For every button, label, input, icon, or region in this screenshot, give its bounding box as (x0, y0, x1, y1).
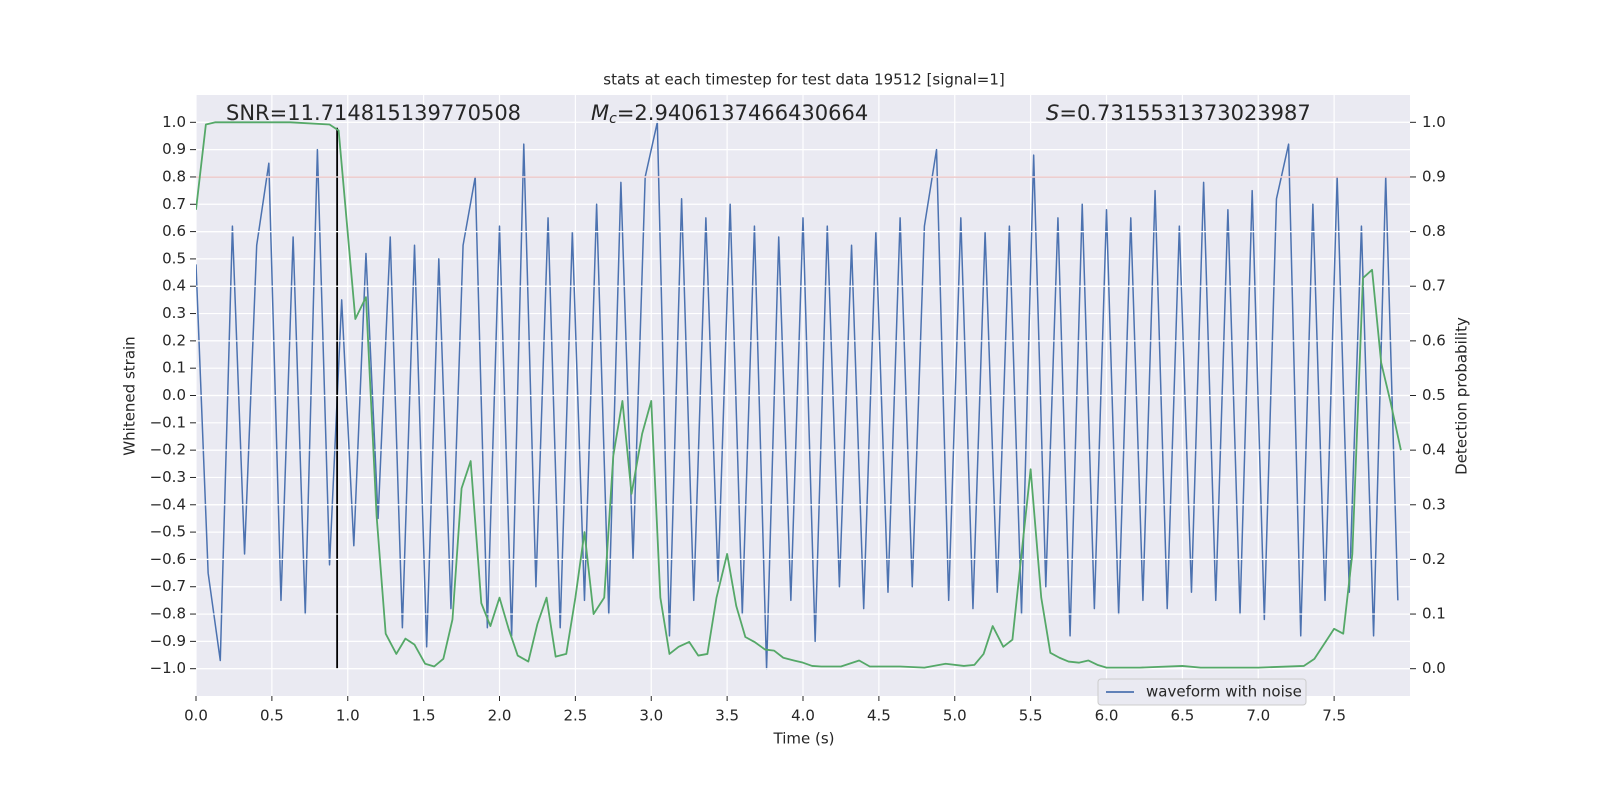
x-tick-label: 2.5 (563, 707, 587, 725)
y2-tick-label: 0.0 (1422, 659, 1446, 677)
x-tick-label: 6.0 (1095, 707, 1119, 725)
x-tick-label: 7.0 (1246, 707, 1270, 725)
x-tick-label: 5.0 (943, 707, 967, 725)
annotation: S=0.7315531373023987 (1046, 101, 1311, 125)
annotation-text: =2.9406137466430664 (617, 101, 868, 125)
y-tick-label: −0.6 (150, 550, 186, 568)
axes: 0.0 0.5 1.0 1.5 2.0 2.5 3.0 3.5 4.0 4.5 5.0 5.5 6.0 6… (150, 101, 1446, 725)
y-tick-label: 0.6 (162, 222, 186, 240)
y-tick-label: −1.0 (150, 659, 186, 677)
y2-tick-label: 0.8 (1422, 222, 1446, 240)
y-tick-label: −0.5 (150, 523, 186, 541)
y2-tick-label: 0.6 (1422, 331, 1446, 349)
annotation-symbol: M (591, 101, 609, 125)
y2-tick-label: 0.9 (1422, 167, 1446, 185)
annotation: SNR=11.714815139770508 (226, 101, 521, 125)
legend-box (1097, 678, 1307, 706)
x-tick-label: 1.0 (336, 707, 360, 725)
y-tick-label: −0.8 (150, 605, 186, 623)
annotation-text: SNR=11.714815139770508 (226, 101, 521, 125)
x-tick-label: 5.5 (1019, 707, 1043, 725)
x-tick-label: 1.5 (412, 707, 436, 725)
plot-over (196, 121, 1410, 670)
y-tick-label: −0.1 (150, 413, 186, 431)
legend: waveform with noise (1097, 678, 1307, 706)
y-tick-label: −0.4 (150, 495, 186, 513)
x-tick-label: 0.5 (260, 707, 284, 725)
y2-tick-label: 1.0 (1422, 113, 1446, 131)
probability-line (196, 121, 1402, 669)
x-tick-label: 0.0 (184, 707, 208, 725)
y-tick-label: 1.0 (162, 113, 186, 131)
chart-title: stats at each timestep for test data 195… (603, 71, 1004, 89)
annotation: Mc=2.9406137466430664 (591, 101, 868, 127)
y-axis-label: Whitened strain (121, 336, 139, 455)
x-axis-label: Time (s) (773, 730, 835, 748)
y-tick-label: 0.4 (162, 277, 186, 295)
y-tick-label: −0.3 (150, 468, 186, 486)
y2-tick-label: 0.3 (1422, 495, 1446, 513)
annotation-subscript: c (609, 111, 617, 127)
y-tick-label: 0.7 (162, 195, 186, 213)
x-tick-label: 6.5 (1170, 707, 1194, 725)
y2-tick-label: 0.2 (1422, 550, 1446, 568)
x-tick-label: 3.5 (715, 707, 739, 725)
y-tick-label: 0.8 (162, 167, 186, 185)
x-tick-label: 3.0 (639, 707, 663, 725)
y2-tick-label: 0.4 (1422, 441, 1446, 459)
x-tick-label: 2.0 (488, 707, 512, 725)
y-tick-label: 0.2 (162, 331, 186, 349)
x-tick-label: 4.0 (791, 707, 815, 725)
y-tick-label: 0.0 (162, 386, 186, 404)
y-tick-label: −0.9 (150, 632, 186, 650)
y2-axis-label: Detection probability (1453, 317, 1471, 475)
annotation-symbol: S (1046, 101, 1059, 125)
y2-tick-label: 0.5 (1422, 386, 1446, 404)
x-tick-label: 7.5 (1322, 707, 1346, 725)
x-tick-label: 4.5 (867, 707, 891, 725)
y-tick-label: 0.1 (162, 359, 186, 377)
annotation-text: =0.7315531373023987 (1059, 101, 1310, 125)
y-tick-label: 0.3 (162, 304, 186, 322)
y2-tick-label: 0.1 (1422, 605, 1446, 623)
legend-label: waveform with noise (1146, 683, 1302, 701)
y-tick-label: 0.5 (162, 249, 186, 267)
y2-tick-label: 0.7 (1422, 277, 1446, 295)
series-line (196, 121, 1399, 670)
y-tick-label: 0.9 (162, 140, 186, 158)
y-tick-label: −0.2 (150, 441, 186, 459)
y-tick-label: −0.7 (150, 577, 186, 595)
